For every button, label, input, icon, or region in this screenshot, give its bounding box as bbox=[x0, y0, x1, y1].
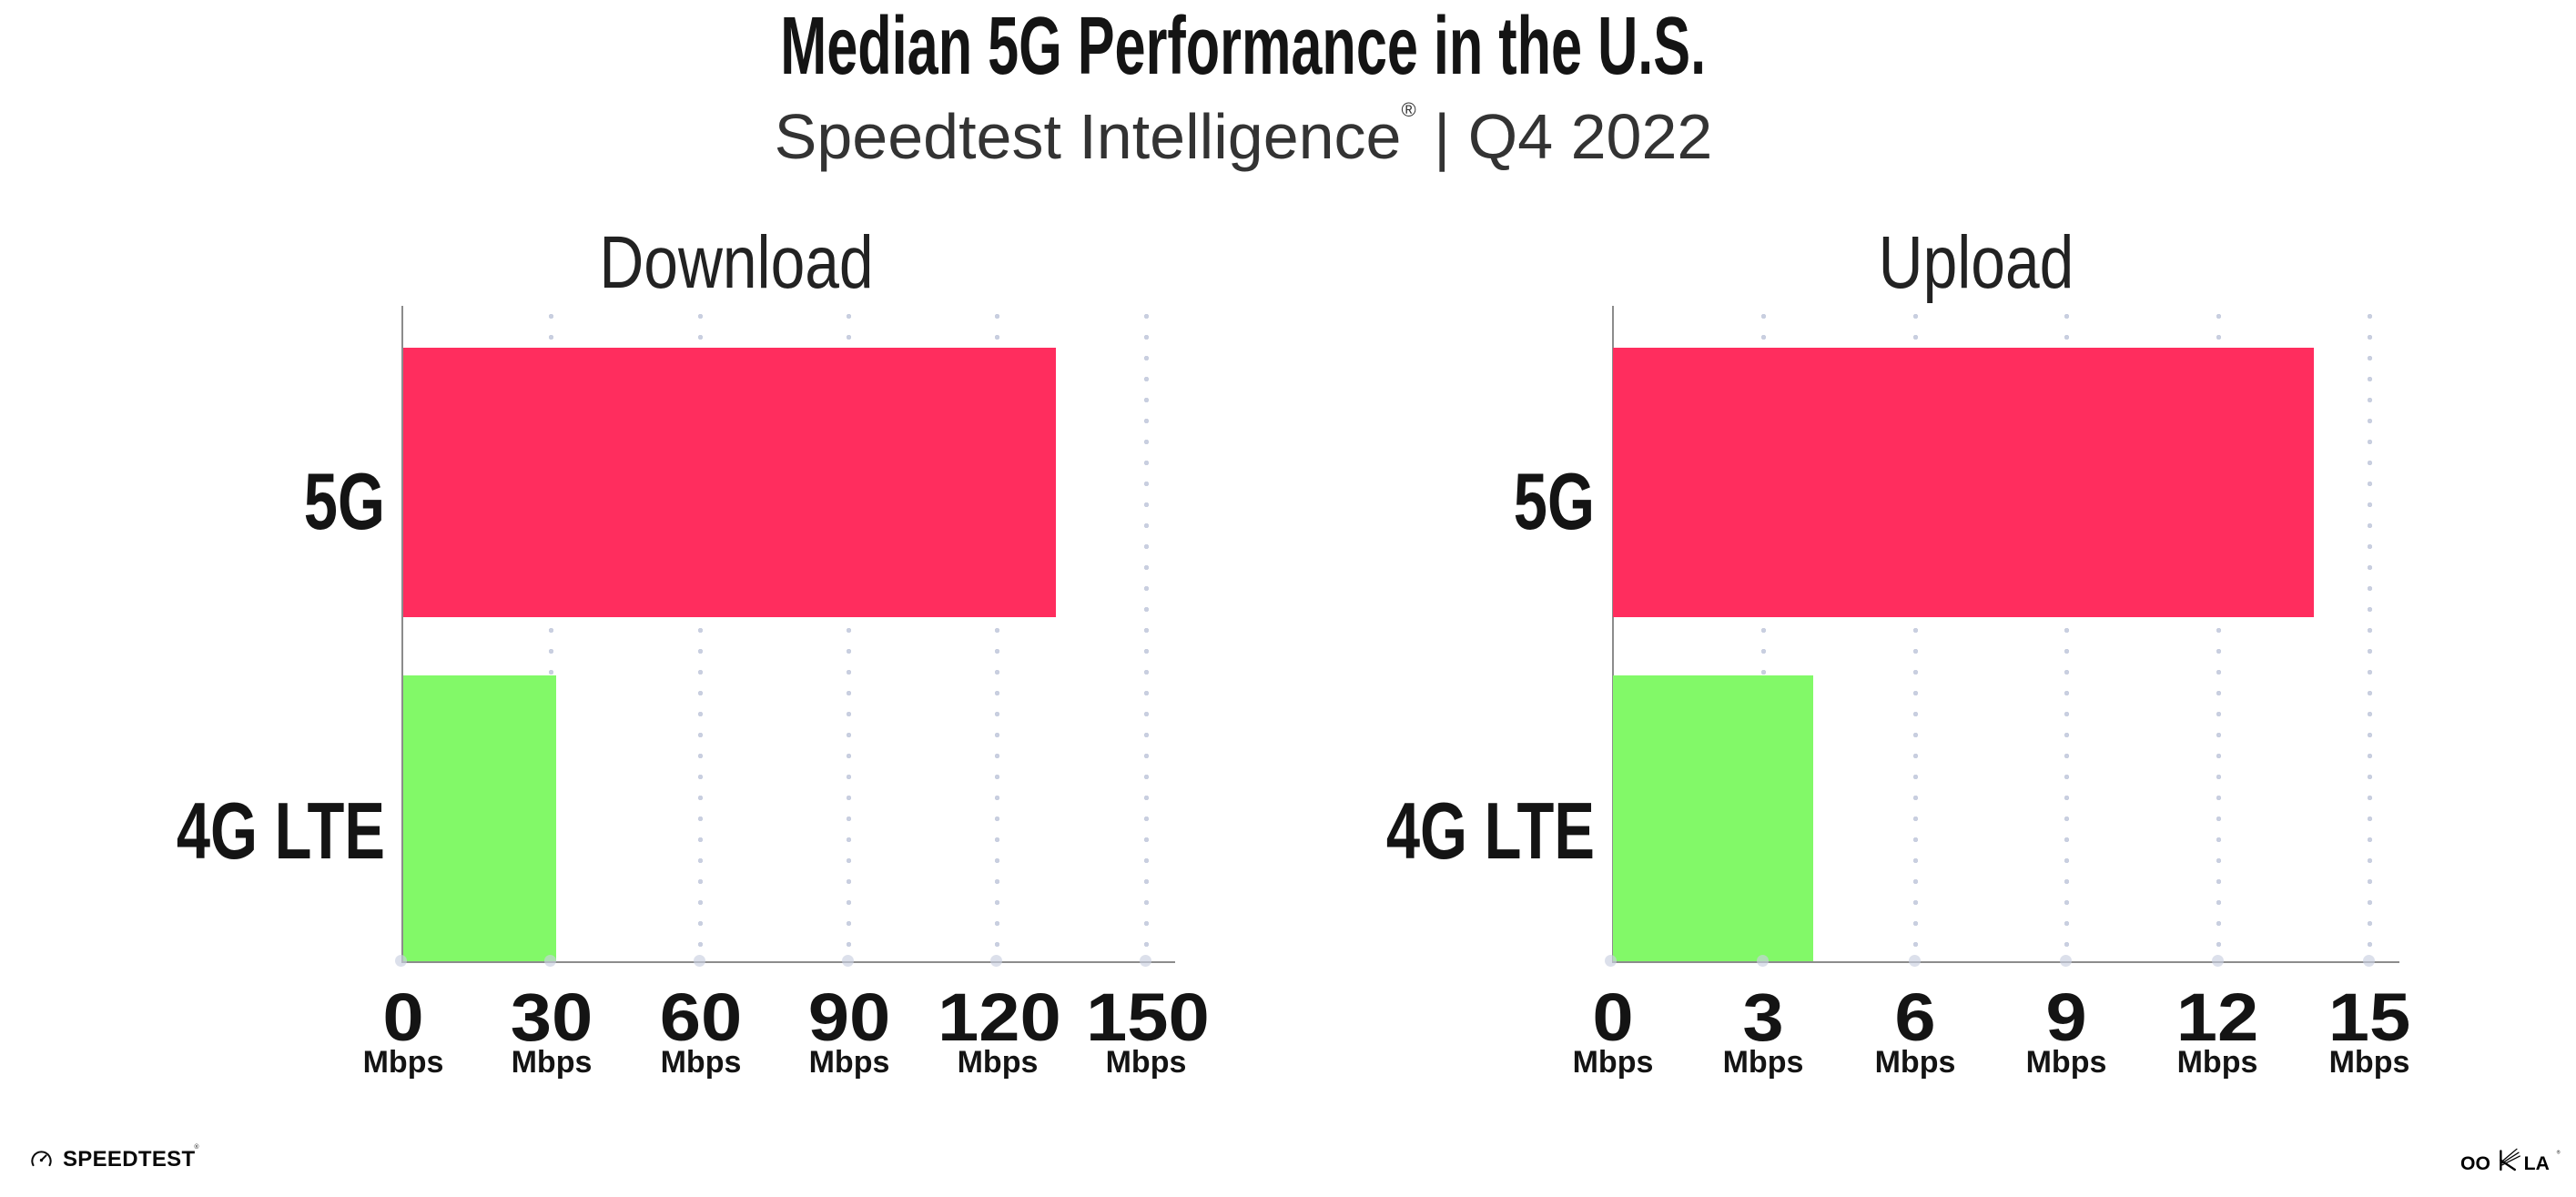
svg-text:LA: LA bbox=[2524, 1153, 2550, 1174]
svg-text:OO: OO bbox=[2460, 1153, 2490, 1174]
svg-text:®: ® bbox=[2557, 1149, 2561, 1155]
